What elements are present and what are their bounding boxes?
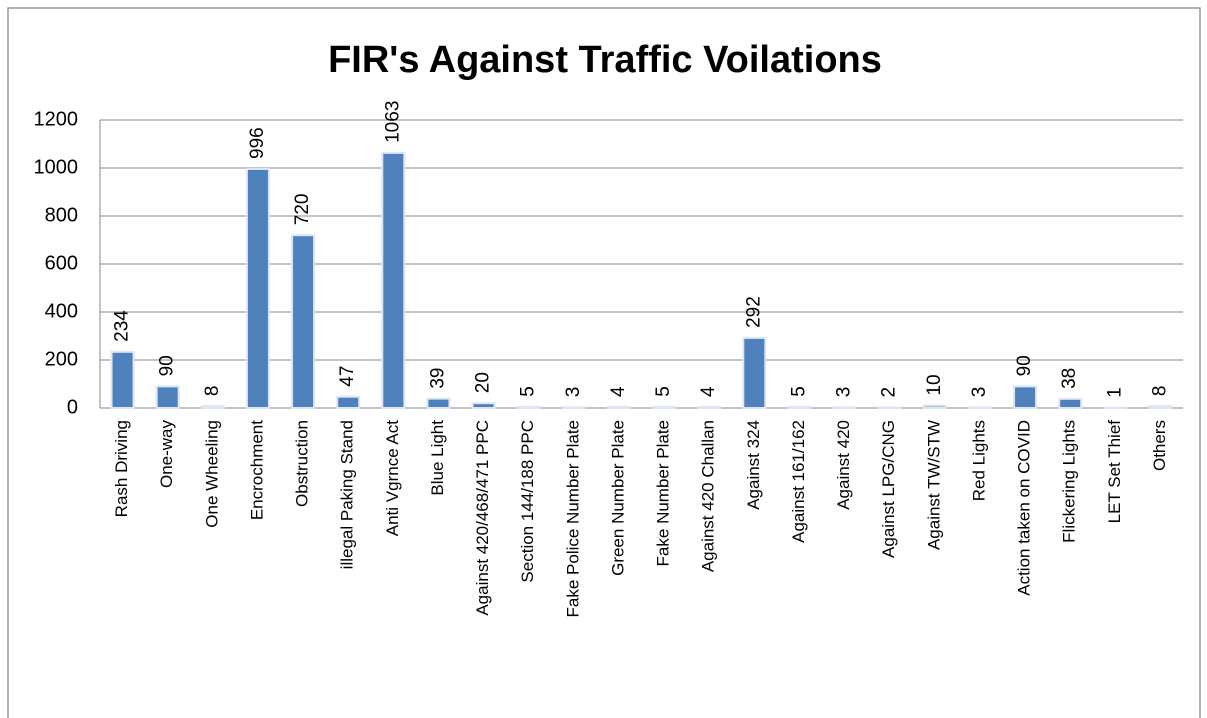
data-label: 1063 [382, 101, 403, 143]
bar [652, 405, 677, 409]
x-tick-label: illegal Paking Stand [338, 420, 357, 569]
x-tick-label: Green Number Plate [608, 420, 627, 576]
data-label: 4 [698, 386, 719, 397]
x-tick-label: Section 144/188 PPC [518, 420, 537, 583]
bar [200, 405, 225, 409]
x-tick-label: Encrochment [247, 420, 266, 520]
chart-title: FIR's Against Traffic Voilations [328, 39, 882, 81]
bar [245, 167, 270, 409]
data-label: 8 [1149, 386, 1170, 397]
data-label: 234 [112, 310, 133, 342]
data-label: 720 [292, 193, 313, 225]
x-tick-label: Against 324 [744, 420, 763, 510]
bar [1013, 385, 1038, 409]
data-label: 5 [653, 386, 674, 397]
bar [967, 406, 992, 409]
x-tick-label: Against 420 Challan [699, 420, 718, 572]
bar [110, 350, 135, 409]
x-tick-label: One Wheeling [202, 420, 221, 528]
x-tick-label: Flickering Lights [1060, 420, 1079, 543]
y-tick-label: 600 [45, 252, 78, 274]
x-tick-label: Against 161/162 [789, 420, 808, 543]
x-tick-label: Rash Driving [112, 420, 131, 517]
x-tick-label: Others [1150, 420, 1169, 471]
bar [155, 385, 180, 409]
data-label: 10 [924, 374, 945, 395]
data-label: 3 [834, 387, 855, 398]
x-tick-label: LET Set Thief [1105, 420, 1124, 524]
x-tick-label: Anti Vgrnce Act [383, 420, 402, 537]
x-tick-label: Obstruction [293, 420, 312, 507]
data-label: 996 [247, 127, 268, 159]
chart-frame [7, 7, 1201, 718]
x-tick-label: Against LPG/CNG [879, 420, 898, 558]
x-tick-label: Action taken on COVID [1015, 420, 1034, 596]
y-tick-label: 1200 [34, 108, 79, 130]
bar [516, 405, 541, 409]
data-label: 5 [518, 386, 539, 397]
x-tick-label: Blue Light [428, 420, 447, 496]
bar [291, 234, 316, 409]
bar [787, 405, 812, 409]
x-tick-label: Fake Police Number Plate [563, 420, 582, 617]
y-tick-label: 1000 [34, 156, 79, 178]
bar [606, 406, 631, 410]
data-label: 90 [157, 355, 178, 376]
data-label: 5 [788, 386, 809, 397]
bar [922, 404, 947, 410]
bar [1058, 397, 1083, 410]
y-tick-label: 200 [45, 348, 78, 370]
bar [561, 406, 586, 409]
data-label: 39 [427, 367, 448, 388]
y-tick-label: 400 [45, 300, 78, 322]
x-tick-label: Against TW/STW [924, 420, 943, 550]
y-tick-label: 800 [45, 204, 78, 226]
data-label: 2 [879, 387, 900, 398]
data-label: 38 [1059, 368, 1080, 389]
bar [697, 406, 722, 410]
bar [471, 402, 496, 410]
x-tick-label: Against 420 [834, 420, 853, 510]
x-tick-label: Against 420/468/471 PPC [473, 420, 492, 616]
x-tick-label: Fake Number Plate [654, 420, 673, 566]
x-tick-label: Red Lights [969, 420, 988, 501]
data-label: 8 [202, 386, 223, 397]
bar [381, 151, 406, 409]
x-tick-label: One-way [157, 420, 176, 489]
bar [1148, 405, 1173, 409]
y-tick-label: 0 [67, 396, 78, 418]
bar [742, 336, 767, 410]
data-label: 1 [1104, 387, 1125, 398]
data-label: 3 [563, 387, 584, 398]
bar [426, 397, 451, 410]
data-label: 3 [969, 387, 990, 398]
data-label: 47 [337, 366, 358, 387]
bar [336, 395, 361, 410]
data-label: 4 [608, 386, 629, 397]
data-label: 90 [1014, 355, 1035, 376]
data-label: 20 [473, 372, 494, 393]
bar [832, 406, 857, 409]
data-label: 292 [743, 296, 764, 328]
